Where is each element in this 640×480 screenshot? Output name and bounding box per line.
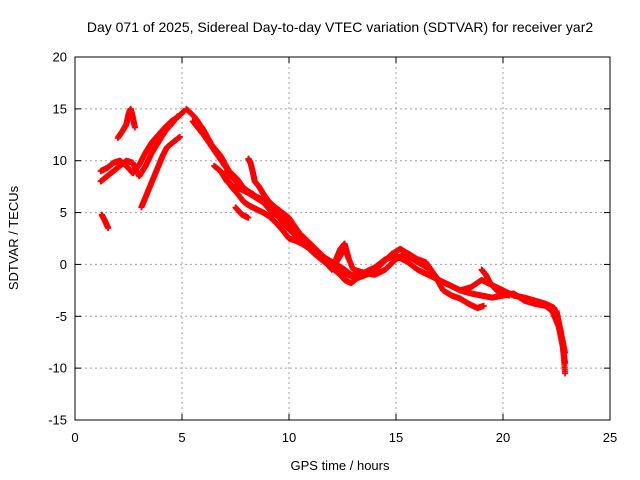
- y-tick-label: 5: [60, 205, 67, 220]
- data-series: [232, 204, 252, 221]
- y-tick-label: -15: [48, 413, 67, 428]
- data-point: [131, 124, 138, 131]
- data-series: [138, 133, 183, 211]
- data-series: [478, 266, 513, 299]
- data-point: [290, 222, 297, 229]
- chart-title: Day 071 of 2025, Sidereal Day-to-day VTE…: [87, 19, 593, 35]
- data-point: [245, 214, 252, 221]
- data-point: [506, 292, 513, 299]
- x-axis-label: GPS time / hours: [291, 458, 390, 473]
- y-tick-label: 15: [53, 101, 67, 116]
- data-point: [345, 256, 352, 263]
- data-point: [562, 370, 569, 377]
- y-tick-label: 20: [53, 50, 67, 65]
- data-series: [97, 113, 181, 185]
- x-tick-label: 25: [603, 430, 617, 445]
- y-axis-label: SDTVAR / TECUs: [6, 185, 21, 290]
- data-point: [174, 113, 181, 120]
- y-tick-label: 0: [60, 257, 67, 272]
- data-series: [211, 162, 367, 281]
- x-tick-label: 15: [389, 430, 403, 445]
- data-point: [176, 133, 183, 140]
- data-series: [553, 308, 569, 377]
- y-tick-label: -5: [55, 309, 67, 324]
- y-tick-label: 10: [53, 153, 67, 168]
- data-point: [480, 302, 487, 309]
- x-tick-label: 0: [71, 430, 78, 445]
- data-point: [105, 225, 112, 232]
- data-layer: [97, 105, 569, 377]
- data-series: [114, 105, 138, 141]
- data-series: [98, 211, 112, 232]
- x-tick-label: 10: [282, 430, 296, 445]
- tick-layer: 0 5 10 15 20 25 -15 -10 -5 0 5 10 15 20: [48, 50, 617, 446]
- x-tick-label: 5: [178, 430, 185, 445]
- y-tick-label: -10: [48, 361, 67, 376]
- x-tick-label: 20: [496, 430, 510, 445]
- plot-frame: [74, 56, 611, 421]
- data-series: [245, 155, 297, 229]
- data-series: [328, 240, 352, 273]
- data-point: [360, 271, 367, 278]
